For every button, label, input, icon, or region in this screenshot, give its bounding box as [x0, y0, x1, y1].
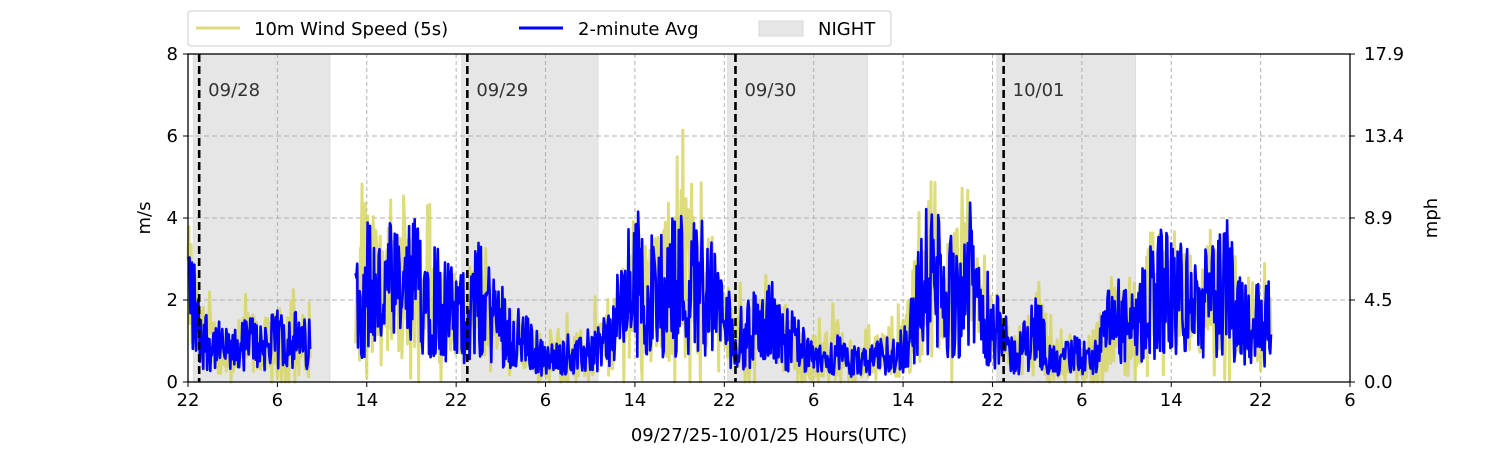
axes: 22 6 14 22 6 14 22 6 14 22 6 14 22 6 0 0.0 2 4.5 4 8.9 6 13.4…: [167, 44, 1405, 411]
x-tick-label: 22: [177, 390, 200, 411]
x-tick-label: 14: [355, 390, 378, 411]
x-tick-label: 22: [1249, 390, 1272, 411]
y-tick-label-left: 6: [167, 126, 178, 147]
y-tick-label-right: 13.4: [1364, 126, 1404, 147]
x-tick-label: 6: [540, 390, 551, 411]
y-tick-label-right: 17.9: [1364, 44, 1404, 65]
y-tick-label-left: 2: [167, 290, 178, 311]
x-tick-label: 6: [808, 390, 819, 411]
day-marker-label: 09/30: [744, 80, 796, 101]
y-tick-label-right: 4.5: [1364, 290, 1393, 311]
legend: 10m Wind Speed (5s) 2-minute Avg NIGHT: [187, 10, 892, 47]
x-tick-label: 6: [1344, 390, 1355, 411]
x-tick-label: 14: [623, 390, 646, 411]
y-axis-label-right: mph: [1421, 198, 1442, 238]
legend-swatch-night: [758, 20, 804, 37]
legend-label-5s: 10m Wind Speed (5s): [254, 19, 448, 40]
x-tick-label: 22: [713, 390, 736, 411]
x-tick-label: 14: [1160, 390, 1183, 411]
series-line-2min-avg: [354, 201, 1273, 379]
x-tick-label: 6: [1076, 390, 1087, 411]
legend-label-night: NIGHT: [818, 19, 876, 40]
legend-label-avg: 2-minute Avg: [578, 19, 699, 40]
series: [186, 128, 1273, 384]
day-marker-label: 09/28: [208, 80, 260, 101]
x-tick-label: 22: [981, 390, 1004, 411]
x-tick-label: 6: [272, 390, 283, 411]
y-tick-label-left: 4: [167, 208, 178, 229]
series-line-2min-avg: [186, 256, 312, 373]
x-tick-label: 14: [892, 390, 915, 411]
y-tick-label-left: 0: [167, 372, 178, 393]
day-marker-label: 10/01: [1013, 80, 1065, 101]
x-tick-label: 22: [445, 390, 468, 411]
x-axis-label: 09/27/25-10/01/25 Hours(UTC): [631, 425, 907, 446]
y-tick-label-left: 8: [167, 44, 178, 65]
day-marker-label: 09/29: [476, 80, 528, 101]
y-tick-label-right: 0.0: [1364, 372, 1393, 393]
y-axis-label-left: m/s: [134, 202, 155, 235]
day-markers: 09/28 09/29 09/30 10/01: [197, 54, 1065, 382]
y-tick-label-right: 8.9: [1364, 208, 1393, 229]
